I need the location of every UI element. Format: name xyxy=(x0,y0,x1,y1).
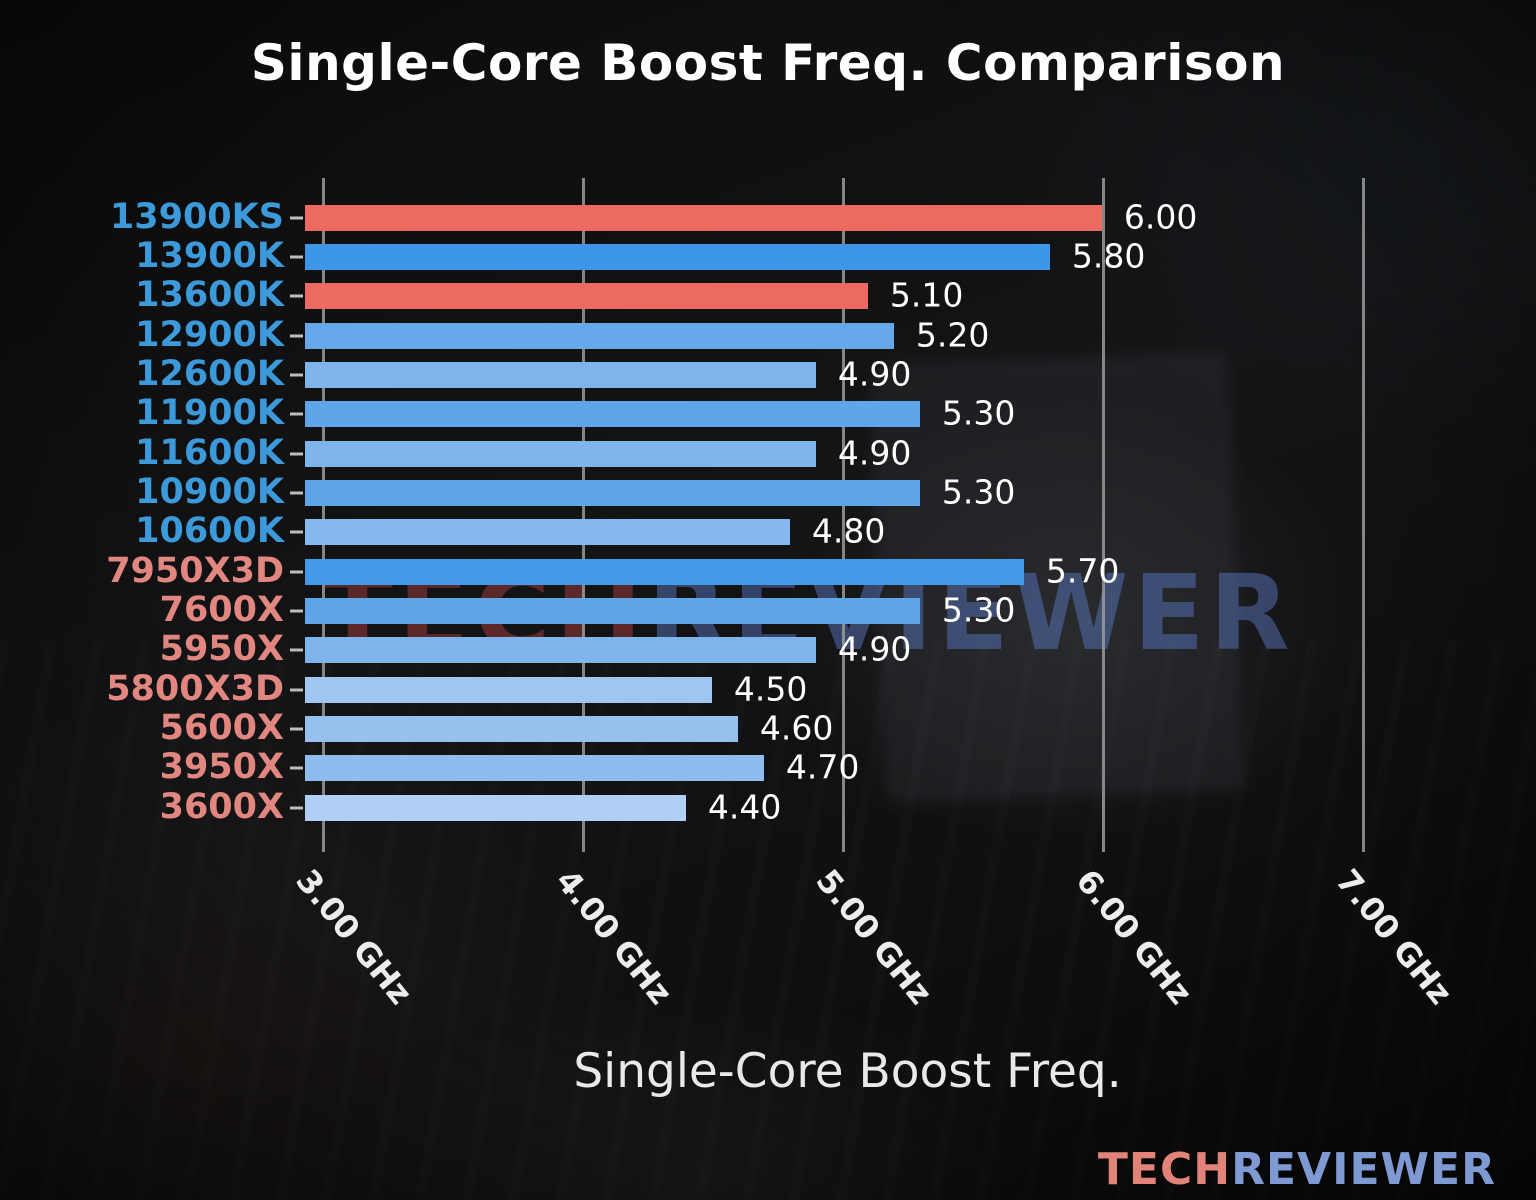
value-label: 5.70 xyxy=(1045,551,1120,591)
value-label: 6.00 xyxy=(1123,197,1198,237)
bar xyxy=(305,440,816,467)
value-label: 5.10 xyxy=(889,276,964,316)
value-label: 4.90 xyxy=(837,433,912,473)
bar xyxy=(305,637,816,664)
bar xyxy=(305,597,920,624)
y-axis-tick xyxy=(290,491,303,495)
gridline xyxy=(842,178,845,852)
bar-row: 11600K 4.90 xyxy=(0,432,1536,473)
category-label: 3600X xyxy=(159,786,284,827)
value-label: 5.30 xyxy=(941,590,1016,630)
x-tick-label: 6.00 GHz xyxy=(1068,862,1200,1012)
bar xyxy=(305,715,738,742)
bar xyxy=(305,519,790,546)
category-label: 5950X xyxy=(159,629,284,670)
y-axis-tick xyxy=(290,294,303,298)
category-label: 13900K xyxy=(135,236,284,277)
y-axis-tick xyxy=(290,806,303,810)
y-axis-tick xyxy=(290,530,303,534)
bar-row: 5600X 4.60 xyxy=(0,708,1536,749)
gridline xyxy=(322,178,325,852)
bar-row: 11900K 5.30 xyxy=(0,393,1536,434)
logo-reviewer-text: REVIEWER xyxy=(1231,1144,1496,1195)
value-label: 4.90 xyxy=(837,354,912,394)
x-tick-label: 5.00 GHz xyxy=(808,862,940,1012)
y-axis-tick xyxy=(290,412,303,416)
category-label: 10600K xyxy=(135,511,284,552)
value-label: 5.80 xyxy=(1071,236,1146,276)
logo-tech-text: TECH xyxy=(1097,1144,1232,1195)
y-axis-tick xyxy=(290,766,303,770)
bar-row: 13600K 5.10 xyxy=(0,275,1536,316)
category-label: 12900K xyxy=(135,314,284,355)
bar-row: 3950X 4.70 xyxy=(0,747,1536,788)
bar-row: 12600K 4.90 xyxy=(0,354,1536,395)
bar xyxy=(305,204,1102,231)
brand-logo: TECHREVIEWER xyxy=(1098,1144,1496,1195)
category-label: 7600X xyxy=(159,590,284,631)
category-label: 3950X xyxy=(159,747,284,788)
gridline xyxy=(1102,178,1105,852)
chart-title: Single-Core Boost Freq. Comparison xyxy=(250,34,1286,92)
category-label: 5600X xyxy=(159,708,284,749)
y-axis-tick xyxy=(290,255,303,259)
value-label: 4.50 xyxy=(733,669,808,709)
y-axis-tick xyxy=(290,609,303,613)
y-axis-tick xyxy=(290,648,303,652)
category-label: 12600K xyxy=(135,354,284,395)
value-label: 4.80 xyxy=(811,512,886,552)
bar xyxy=(305,479,920,506)
gridline xyxy=(1362,178,1365,852)
bar-row: 10900K 5.30 xyxy=(0,472,1536,513)
category-label: 13600K xyxy=(135,275,284,316)
category-label: 10900K xyxy=(135,472,284,513)
bar xyxy=(305,676,712,703)
x-tick-label: 4.00 GHz xyxy=(548,862,680,1012)
bar-row: 10600K 4.80 xyxy=(0,511,1536,552)
category-label: 5800X3D xyxy=(106,668,284,709)
bar-row: 3600X 4.40 xyxy=(0,786,1536,827)
value-label: 5.20 xyxy=(915,315,990,355)
bar-row: 13900K 5.80 xyxy=(0,236,1536,277)
gridline xyxy=(582,178,585,852)
bar xyxy=(305,558,1024,585)
bar-row: 7600X 5.30 xyxy=(0,590,1536,631)
bar xyxy=(305,283,868,310)
y-axis-tick xyxy=(290,452,303,456)
category-label: 13900KS xyxy=(109,196,284,237)
y-axis-tick xyxy=(290,216,303,220)
x-tick-label: 7.00 GHz xyxy=(1328,862,1460,1012)
category-label: 7950X3D xyxy=(106,550,284,591)
bar-row: 7950X3D 5.70 xyxy=(0,550,1536,591)
bar xyxy=(305,361,816,388)
bar-row: 13900KS 6.00 xyxy=(0,196,1536,237)
y-axis-tick xyxy=(290,373,303,377)
value-label: 4.60 xyxy=(759,708,834,748)
x-axis-label: Single-Core Boost Freq. xyxy=(573,1044,1122,1099)
bar xyxy=(305,755,764,782)
value-label: 5.30 xyxy=(941,472,1016,512)
bar-row: 5800X3D 4.50 xyxy=(0,668,1536,709)
value-label: 5.30 xyxy=(941,394,1016,434)
bar xyxy=(305,243,1050,270)
y-axis-tick xyxy=(290,727,303,731)
y-axis-tick xyxy=(290,334,303,338)
bar xyxy=(305,794,686,821)
bar xyxy=(305,401,920,428)
category-label: 11600K xyxy=(135,432,284,473)
bar xyxy=(305,322,894,349)
bar-row: 12900K 5.20 xyxy=(0,314,1536,355)
category-label: 11900K xyxy=(135,393,284,434)
value-label: 4.70 xyxy=(785,747,860,787)
bar-row: 5950X 4.90 xyxy=(0,629,1536,670)
value-label: 4.90 xyxy=(837,630,912,670)
y-axis-tick xyxy=(290,570,303,574)
y-axis-tick xyxy=(290,688,303,692)
x-tick-label: 3.00 GHz xyxy=(288,862,420,1012)
value-label: 4.40 xyxy=(707,787,782,827)
